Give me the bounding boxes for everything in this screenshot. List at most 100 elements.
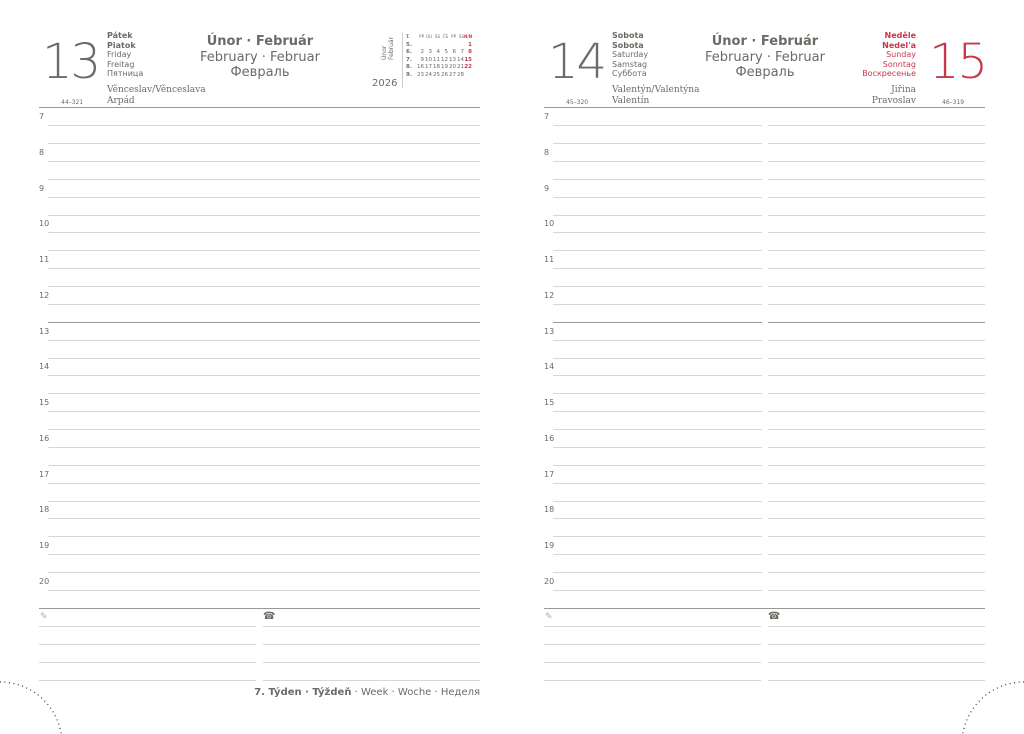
writing-line: [553, 125, 762, 126]
notes-line: [263, 626, 480, 627]
mini-cal-cell: SS: [434, 34, 440, 39]
writing-line: [48, 303, 480, 305]
mini-cal-cell: 20: [449, 64, 456, 70]
writing-line: [768, 536, 985, 538]
writing-line: [768, 500, 985, 502]
mini-cal-cell: 1: [468, 41, 472, 48]
day-number: 14: [548, 34, 607, 90]
notes-line: [39, 644, 256, 645]
writing-line: [553, 214, 762, 216]
writing-line: [768, 572, 985, 574]
writing-line: [553, 375, 762, 377]
writing-line: [768, 375, 985, 377]
hour-label: 15: [39, 398, 50, 408]
notes-line: [768, 662, 985, 663]
writing-line: [48, 446, 480, 448]
writing-line: [768, 160, 985, 162]
mini-cal-cell: 22: [464, 64, 472, 70]
writing-line: [768, 250, 985, 252]
writing-line: [48, 196, 480, 198]
writing-line: [48, 339, 480, 341]
mini-cal-cell: N/N: [464, 34, 473, 39]
writing-line: [768, 232, 985, 234]
phone-icon: ☎: [768, 611, 781, 622]
mini-cal-cell: T.: [406, 34, 410, 39]
mini-cal-cell: 18: [433, 64, 440, 70]
hour-label: 11: [39, 255, 50, 265]
mini-cal-cell: 25: [433, 71, 440, 78]
mini-cal-cell: ČŠ: [442, 34, 448, 39]
writing-line: [553, 572, 762, 574]
mini-cal-cell: 28: [457, 71, 464, 78]
writing-line: [553, 178, 762, 180]
header-rule: [39, 107, 480, 108]
writing-line: [553, 339, 762, 341]
writing-line: [768, 590, 985, 591]
mini-cal-cell: 23: [417, 71, 424, 78]
mini-cal-cell: 8.: [406, 64, 412, 70]
hour-label: 20: [544, 577, 555, 586]
mini-cal-cell: 27: [449, 71, 456, 78]
writing-line: [48, 250, 480, 252]
month-title: Únor · Február February · Februar Февраль: [200, 34, 320, 80]
writing-line: [48, 590, 480, 591]
day-code: 45–320: [566, 99, 589, 106]
mini-cal-cell: SS: [458, 34, 464, 39]
mini-cal-cell: 26: [441, 71, 448, 78]
writing-line: [48, 160, 480, 162]
writing-line: [48, 214, 480, 216]
notes-line: [39, 680, 256, 681]
writing-line: [768, 214, 985, 216]
writing-line: [48, 357, 480, 359]
writing-line: [48, 232, 480, 234]
writing-line: [768, 554, 985, 556]
writing-line: [768, 482, 985, 484]
writing-line: [48, 143, 480, 144]
mini-cal-cell: PP: [419, 34, 424, 39]
hour-label: 14: [544, 362, 555, 372]
mini-cal-cell: 4: [436, 49, 441, 55]
writing-line: [553, 446, 762, 448]
hour-label: 10: [544, 219, 555, 229]
writing-line: [768, 125, 985, 126]
writing-line: [48, 286, 480, 288]
hour-label: 20: [39, 577, 50, 586]
writing-line: [768, 196, 985, 198]
hour-label: 8: [39, 147, 45, 157]
mini-cal-cell: 9.: [406, 71, 412, 78]
mini-cal-cell: 6: [452, 49, 457, 55]
writing-line: [553, 196, 762, 198]
writing-line: [768, 339, 985, 341]
mini-cal-cell: 5.: [406, 41, 412, 48]
notes-line: [768, 644, 985, 645]
hour-label: 18: [39, 505, 50, 515]
mini-cal-label: Únor Február: [381, 36, 395, 60]
writing-line: [553, 268, 762, 270]
mini-cal-row: T. PP ÚU SS ČŠ PP SSN/N: [406, 33, 472, 42]
corner-dotted-arc: [962, 681, 1024, 734]
hour-label: 9: [39, 183, 45, 193]
writing-line: [768, 429, 985, 431]
writing-line: [48, 375, 480, 377]
mini-cal-cell: 12: [441, 56, 448, 63]
writing-line: [48, 178, 480, 180]
sunday-day-number: 15: [929, 34, 988, 90]
writing-line: [553, 429, 762, 431]
month-title: Únor · Február February · Februar Февраль: [705, 34, 825, 80]
writing-line: [768, 357, 985, 359]
writing-line: [553, 232, 762, 234]
hour-label: 17: [544, 469, 555, 479]
writing-line: [48, 536, 480, 538]
week-footer: 7. Týden · Týždeň · Week · Woche · Недел…: [254, 687, 480, 698]
sunday-name-days: Jiřina Pravoslav: [871, 85, 916, 106]
hour-label: 7: [39, 112, 45, 121]
hour-label: 13: [39, 326, 50, 336]
mini-cal-cell: 17: [425, 64, 432, 70]
hour-label: 16: [39, 433, 50, 443]
writing-line: [553, 143, 762, 144]
mini-cal-cell: 3: [428, 49, 433, 55]
mini-cal-row: 8. 16171819202122: [406, 64, 472, 72]
notes-line: [544, 680, 761, 681]
mini-cal-cell: 19: [441, 64, 448, 70]
mini-cal-cell: 15: [464, 56, 472, 63]
